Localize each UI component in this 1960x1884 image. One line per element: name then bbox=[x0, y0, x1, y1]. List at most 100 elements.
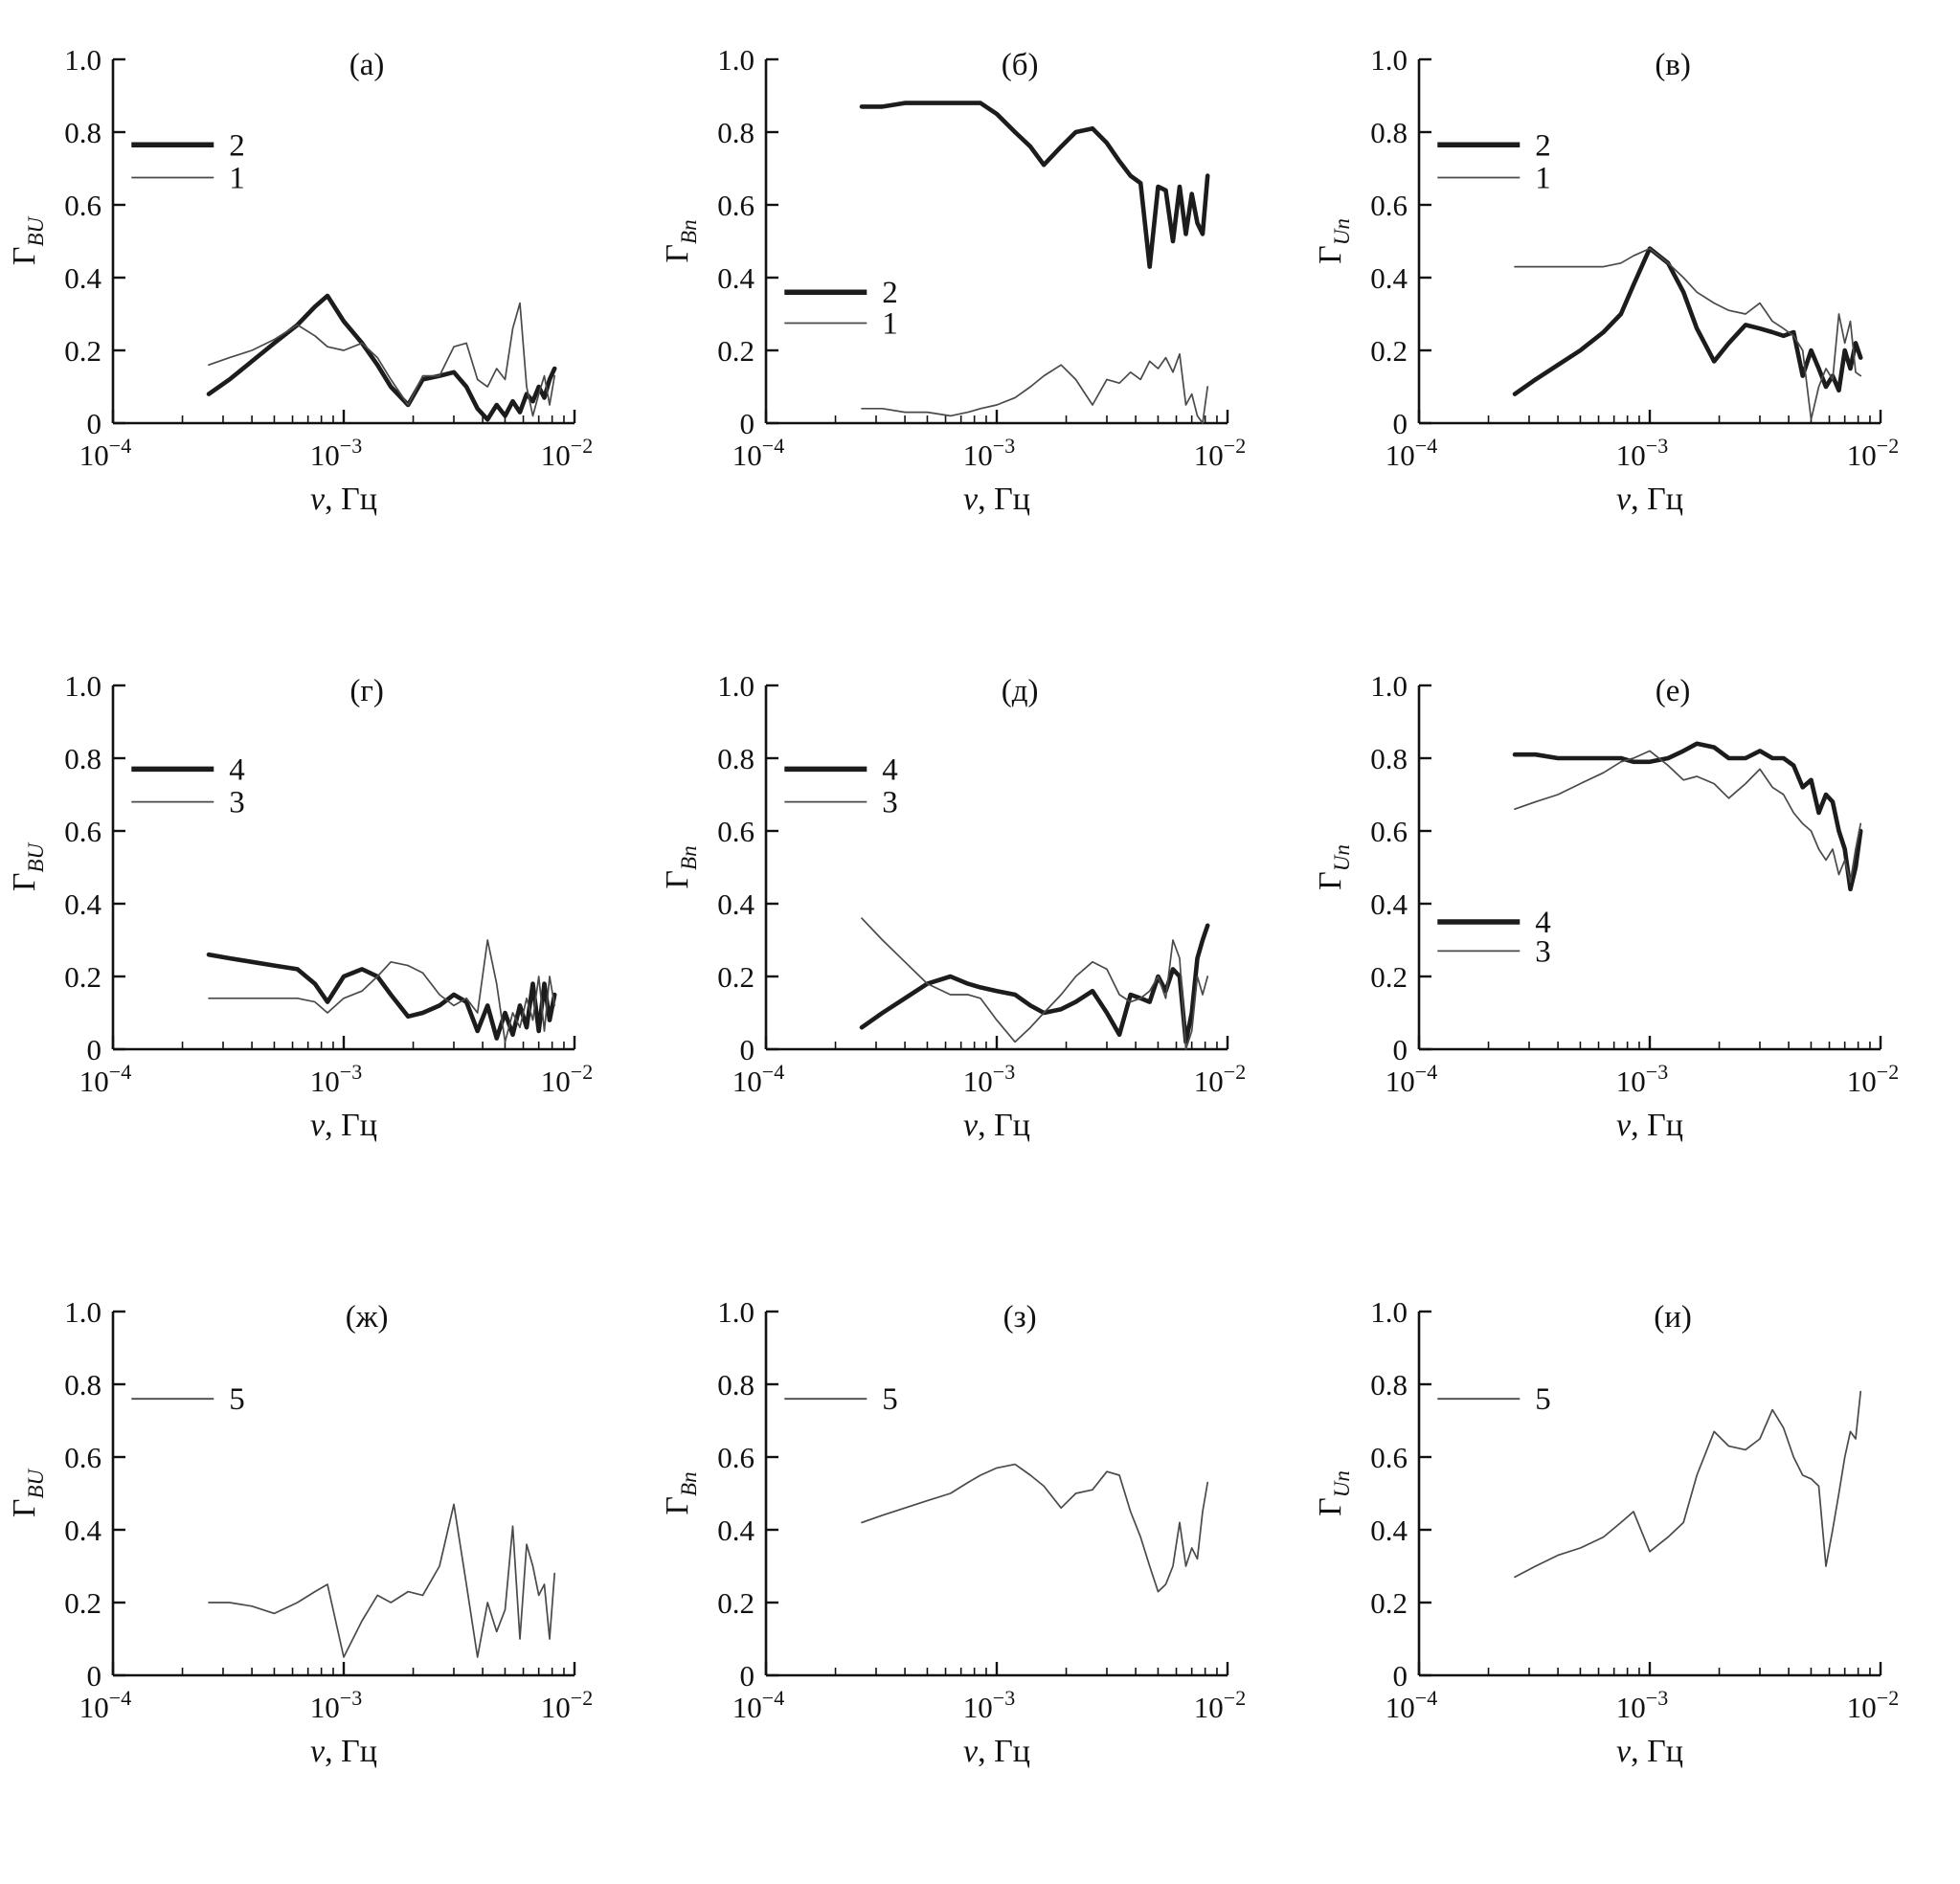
series-line-5 bbox=[861, 1463, 1209, 1593]
y-tick-label: 0.8 bbox=[717, 1368, 755, 1402]
panel-letter: (ж) bbox=[346, 1300, 389, 1334]
series-line-4 bbox=[1512, 741, 1863, 892]
y-tick-label: 0.6 bbox=[1370, 1441, 1408, 1474]
legend-label-3: 3 bbox=[229, 786, 245, 820]
x-tick-label: 10−2 bbox=[1194, 434, 1246, 472]
x-tick-label: 10−3 bbox=[1616, 1060, 1668, 1098]
y-tick-label: 0.6 bbox=[717, 189, 755, 222]
legend-label-5: 5 bbox=[1535, 1382, 1551, 1417]
y-tick-label: 0.4 bbox=[64, 261, 101, 295]
x-tick-label: 10−2 bbox=[541, 1686, 593, 1724]
legend-label-1: 1 bbox=[882, 307, 898, 342]
legend-label-2: 2 bbox=[882, 276, 898, 310]
y-tick-label: 0.4 bbox=[717, 887, 755, 921]
y-tick-label: 0 bbox=[1393, 1033, 1408, 1066]
y-tick-label: 0 bbox=[740, 407, 755, 440]
y-tick-label: 1.0 bbox=[717, 669, 755, 703]
y-axis-label: ΓBU bbox=[7, 1468, 48, 1517]
y-tick-label: 0.6 bbox=[717, 1441, 755, 1474]
x-tick-label: 10−3 bbox=[310, 1060, 362, 1098]
y-tick-label: 0 bbox=[740, 1033, 755, 1066]
y-tick-label: 0.2 bbox=[64, 960, 101, 994]
chart-panel-i: 0 0.2 0.4 0.6 0.8 1.0 10−4 10−3 10−2 5 (и) ΓUn ν, Гц bbox=[1313, 1295, 1899, 1769]
panel-b: 0 0.2 0.4 0.6 0.8 1.0 10−4 10−3 10−2 2 1 (б) ΓBn ν, Г… bbox=[653, 6, 1306, 632]
legend-label-3: 3 bbox=[1535, 934, 1551, 969]
y-axis-label: ΓBU bbox=[7, 215, 48, 265]
chart-panel-g: 0 0.2 0.4 0.6 0.8 1.0 10−4 10−3 10−2 43 (г) ΓBU ν, Г… bbox=[7, 669, 593, 1143]
x-tick-label: 10−4 bbox=[79, 434, 131, 472]
y-tick-label: 0.8 bbox=[1370, 742, 1408, 775]
y-tick-label: 1.0 bbox=[1370, 1295, 1408, 1329]
x-tick-label: 10−2 bbox=[1847, 1060, 1899, 1098]
x-axis-label: ν, Гц bbox=[963, 482, 1030, 517]
x-tick-label: 10−4 bbox=[732, 1686, 784, 1724]
x-tick-label: 10−4 bbox=[732, 1060, 784, 1098]
y-tick-label: 0.2 bbox=[64, 334, 101, 368]
x-axis-label: ν, Гц bbox=[1616, 1108, 1683, 1143]
legend-label-3: 3 bbox=[882, 786, 898, 820]
series-line-1 bbox=[861, 352, 1209, 424]
legend-label-1: 1 bbox=[229, 162, 245, 196]
series-line-2 bbox=[1512, 246, 1863, 396]
panel-letter: (з) bbox=[1003, 1300, 1037, 1334]
panel-i: 0 0.2 0.4 0.6 0.8 1.0 10−4 10−3 10−2 5 (и) ΓUn ν, Гц bbox=[1306, 1258, 1959, 1884]
y-tick-label: 0 bbox=[1393, 407, 1408, 440]
y-tick-label: 1.0 bbox=[64, 43, 101, 77]
x-tick-label: 10−4 bbox=[79, 1060, 131, 1098]
panel-a: 0 0.2 0.4 0.6 0.8 1.0 10−4 10−3 10−2 2 1 (а) ΓBU ν, Г… bbox=[0, 6, 653, 632]
y-tick-label: 0 bbox=[87, 1659, 102, 1693]
x-tick-label: 10−3 bbox=[310, 434, 362, 472]
y-tick-label: 0 bbox=[87, 407, 102, 440]
panel-letter: (д) bbox=[1002, 674, 1039, 708]
legend-label-1: 1 bbox=[1535, 162, 1551, 196]
legend-label-4: 4 bbox=[882, 752, 898, 787]
x-tick-label: 10−3 bbox=[310, 1686, 362, 1724]
y-tick-label: 1.0 bbox=[64, 1295, 101, 1329]
y-tick-label: 0.2 bbox=[64, 1586, 101, 1620]
y-tick-label: 0.4 bbox=[1370, 1514, 1408, 1547]
x-axis-label: ν, Гц bbox=[310, 482, 377, 517]
y-tick-label: 0.4 bbox=[717, 1514, 755, 1547]
x-axis-label: ν, Гц bbox=[310, 1108, 377, 1143]
y-tick-label: 1.0 bbox=[64, 669, 101, 703]
panel-letter: (а) bbox=[349, 48, 385, 82]
x-tick-label: 10−2 bbox=[1194, 1060, 1246, 1098]
series-line-3 bbox=[208, 939, 556, 1043]
y-tick-label: 1.0 bbox=[717, 1295, 755, 1329]
series-line-1 bbox=[1514, 247, 1862, 421]
y-tick-label: 0.8 bbox=[717, 742, 755, 775]
y-tick-label: 0.6 bbox=[64, 189, 101, 222]
y-tick-label: 0.2 bbox=[717, 1586, 755, 1620]
y-axis-label: ΓUn bbox=[1313, 218, 1354, 264]
y-axis-label: ΓBU bbox=[7, 841, 48, 891]
x-tick-label: 10−3 bbox=[963, 1060, 1015, 1098]
y-tick-label: 0.8 bbox=[64, 742, 101, 775]
x-tick-label: 10−3 bbox=[963, 1686, 1015, 1724]
x-tick-label: 10−4 bbox=[1386, 1686, 1437, 1724]
chart-panel-z: 0 0.2 0.4 0.6 0.8 1.0 10−4 10−3 10−2 5 (з) ΓBn ν, Гц bbox=[660, 1295, 1246, 1769]
x-tick-label: 10−2 bbox=[1847, 434, 1899, 472]
panel-zh: 0 0.2 0.4 0.6 0.8 1.0 10−4 10−3 10−2 5 (ж) ΓBU ν, Гц bbox=[0, 1258, 653, 1884]
x-tick-label: 10−2 bbox=[1847, 1686, 1899, 1724]
y-tick-label: 0.6 bbox=[64, 1441, 101, 1474]
panel-letter: (г) bbox=[349, 674, 384, 708]
panel-g: 0 0.2 0.4 0.6 0.8 1.0 10−4 10−3 10−2 4 3 (г) ΓBU ν, Г… bbox=[0, 632, 653, 1258]
y-tick-label: 0.6 bbox=[1370, 189, 1408, 222]
y-tick-label: 0.4 bbox=[1370, 887, 1408, 921]
y-tick-label: 0.8 bbox=[1370, 1368, 1408, 1402]
y-axis-label: ΓBn bbox=[660, 219, 701, 262]
x-axis-label: ν, Гц bbox=[1616, 482, 1683, 517]
panel-v: 0 0.2 0.4 0.6 0.8 1.0 10−4 10−3 10−2 2 1 (в) ΓUn ν, Г… bbox=[1306, 6, 1959, 632]
y-tick-label: 0.2 bbox=[717, 334, 755, 368]
legend-label-2: 2 bbox=[229, 128, 245, 163]
y-tick-label: 0.6 bbox=[64, 815, 101, 848]
x-tick-label: 10−3 bbox=[963, 434, 1015, 472]
x-tick-label: 10−3 bbox=[1616, 434, 1668, 472]
legend-label-4: 4 bbox=[1535, 906, 1551, 940]
chart-panel-a: 0 0.2 0.4 0.6 0.8 1.0 10−4 10−3 10−2 21 (а) ΓBU ν, Г… bbox=[7, 43, 593, 517]
series-line-5 bbox=[1514, 1390, 1862, 1579]
y-tick-label: 0.4 bbox=[64, 887, 101, 921]
y-tick-label: 0.4 bbox=[64, 1514, 101, 1547]
series-line-2 bbox=[859, 101, 1210, 269]
